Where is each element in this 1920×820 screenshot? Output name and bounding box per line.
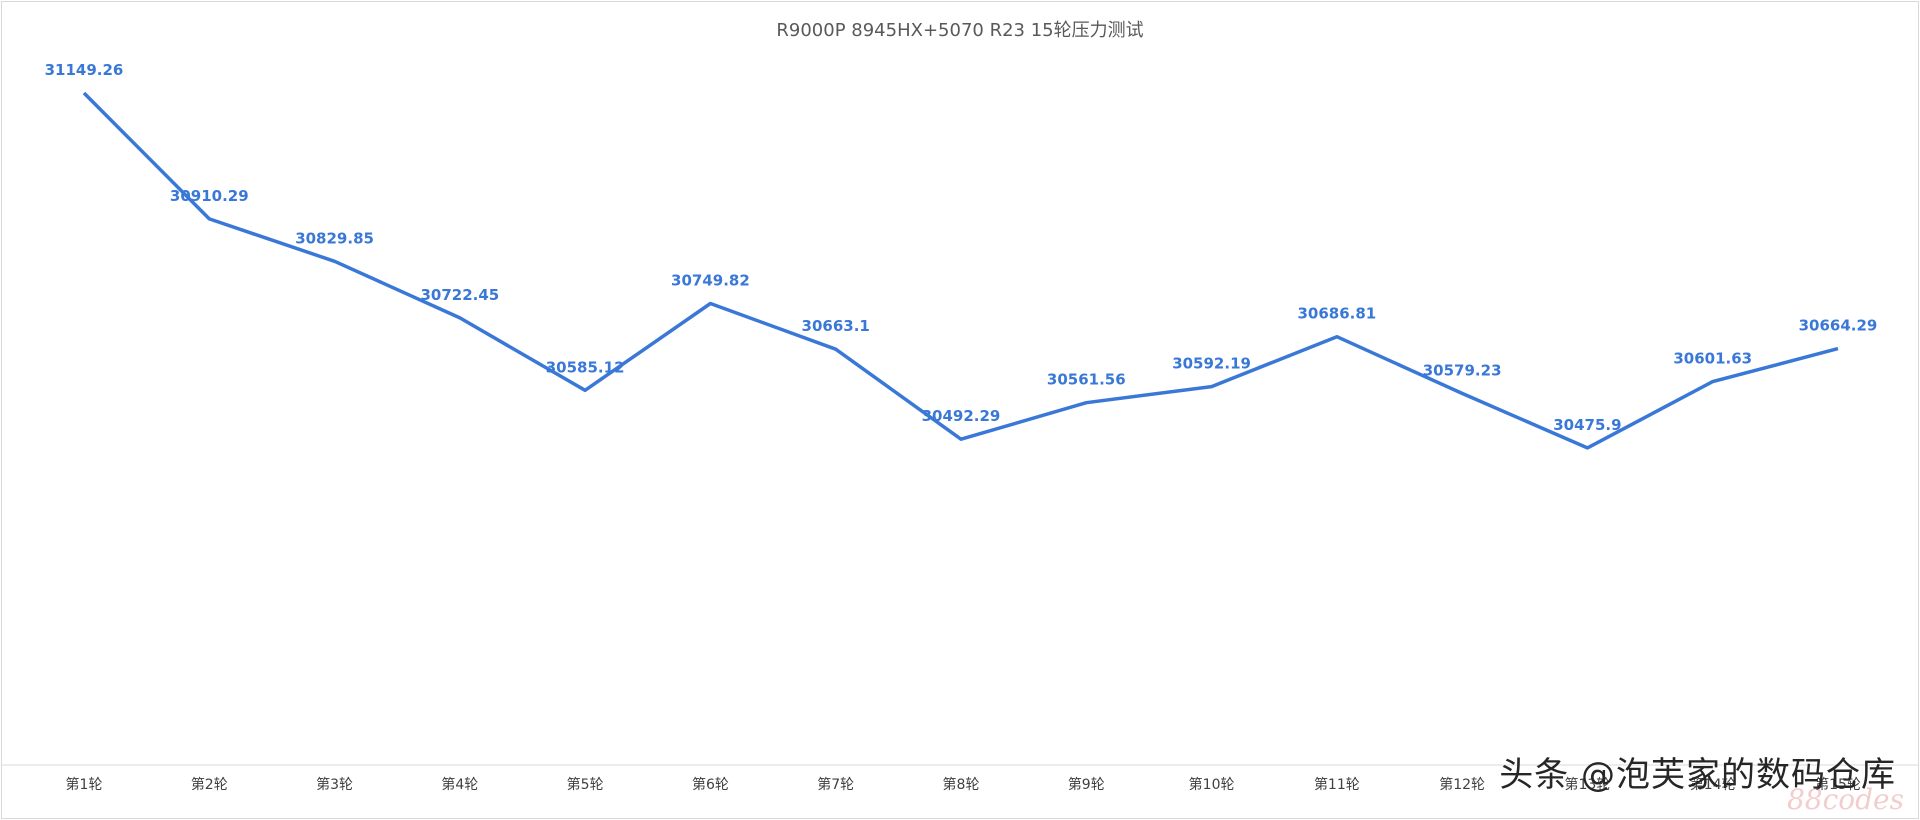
data-label: 30664.29 bbox=[1799, 317, 1878, 335]
x-tick-label: 第8轮 bbox=[943, 776, 980, 793]
data-label: 30585.12 bbox=[546, 358, 625, 376]
x-tick-label: 第12轮 bbox=[1439, 776, 1485, 793]
data-label: 30492.29 bbox=[922, 407, 1001, 425]
data-label: 30601.63 bbox=[1673, 350, 1752, 368]
watermark: 头条 @泡芙家的数码仓库 bbox=[1499, 755, 1896, 795]
x-tick-label: 第15轮 bbox=[1815, 776, 1861, 793]
x-tick-label: 第2轮 bbox=[191, 776, 228, 793]
data-label: 30829.85 bbox=[295, 229, 374, 247]
x-tick-label: 第3轮 bbox=[316, 776, 353, 793]
x-tick-label: 第4轮 bbox=[441, 776, 478, 793]
data-label: 30722.45 bbox=[420, 286, 499, 304]
series-line bbox=[82, 91, 1839, 450]
x-tick-label: 第10轮 bbox=[1189, 776, 1235, 793]
chart-title: R9000P 8945HX+5070 R23 15轮压力测试 bbox=[776, 20, 1144, 41]
watermark-sub: 88codes bbox=[1786, 783, 1904, 816]
data-label: 30475.9 bbox=[1553, 416, 1621, 434]
data-label: 30686.81 bbox=[1297, 305, 1376, 323]
data-label: 30749.82 bbox=[671, 272, 750, 290]
x-tick-label: 第7轮 bbox=[817, 776, 854, 793]
data-label: 31149.26 bbox=[45, 61, 124, 79]
data-label: 30579.23 bbox=[1423, 361, 1502, 379]
data-label: 30592.19 bbox=[1172, 355, 1251, 373]
x-tick-label: 第6轮 bbox=[692, 776, 729, 793]
data-label: 30561.56 bbox=[1047, 371, 1126, 389]
x-tick-label: 第5轮 bbox=[567, 776, 604, 793]
x-tick-label: 第11轮 bbox=[1314, 776, 1360, 793]
x-tick-label: 第13轮 bbox=[1565, 776, 1611, 793]
data-label: 30663.1 bbox=[802, 317, 870, 335]
x-tick-label: 第9轮 bbox=[1068, 776, 1105, 793]
data-label: 30910.29 bbox=[170, 187, 249, 205]
x-tick-label: 第14轮 bbox=[1690, 776, 1736, 793]
x-tick-label: 第1轮 bbox=[66, 776, 103, 793]
